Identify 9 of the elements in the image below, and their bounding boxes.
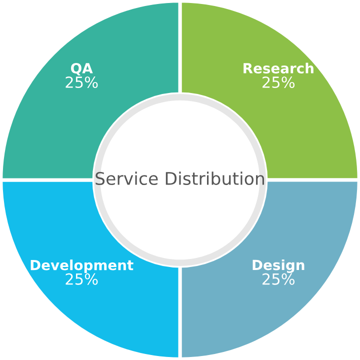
text: Service Distribution	[96, 172, 264, 186]
data-label: 25%	[66, 76, 98, 88]
data-label: 25%	[66, 273, 98, 285]
slice-label: Research	[244, 62, 314, 74]
slice-label: QA	[71, 63, 93, 76]
slice-label: Design	[252, 259, 304, 273]
data-label: 25%	[262, 76, 295, 88]
data-label: 25%	[262, 273, 295, 285]
slice-label: Development	[30, 260, 134, 273]
